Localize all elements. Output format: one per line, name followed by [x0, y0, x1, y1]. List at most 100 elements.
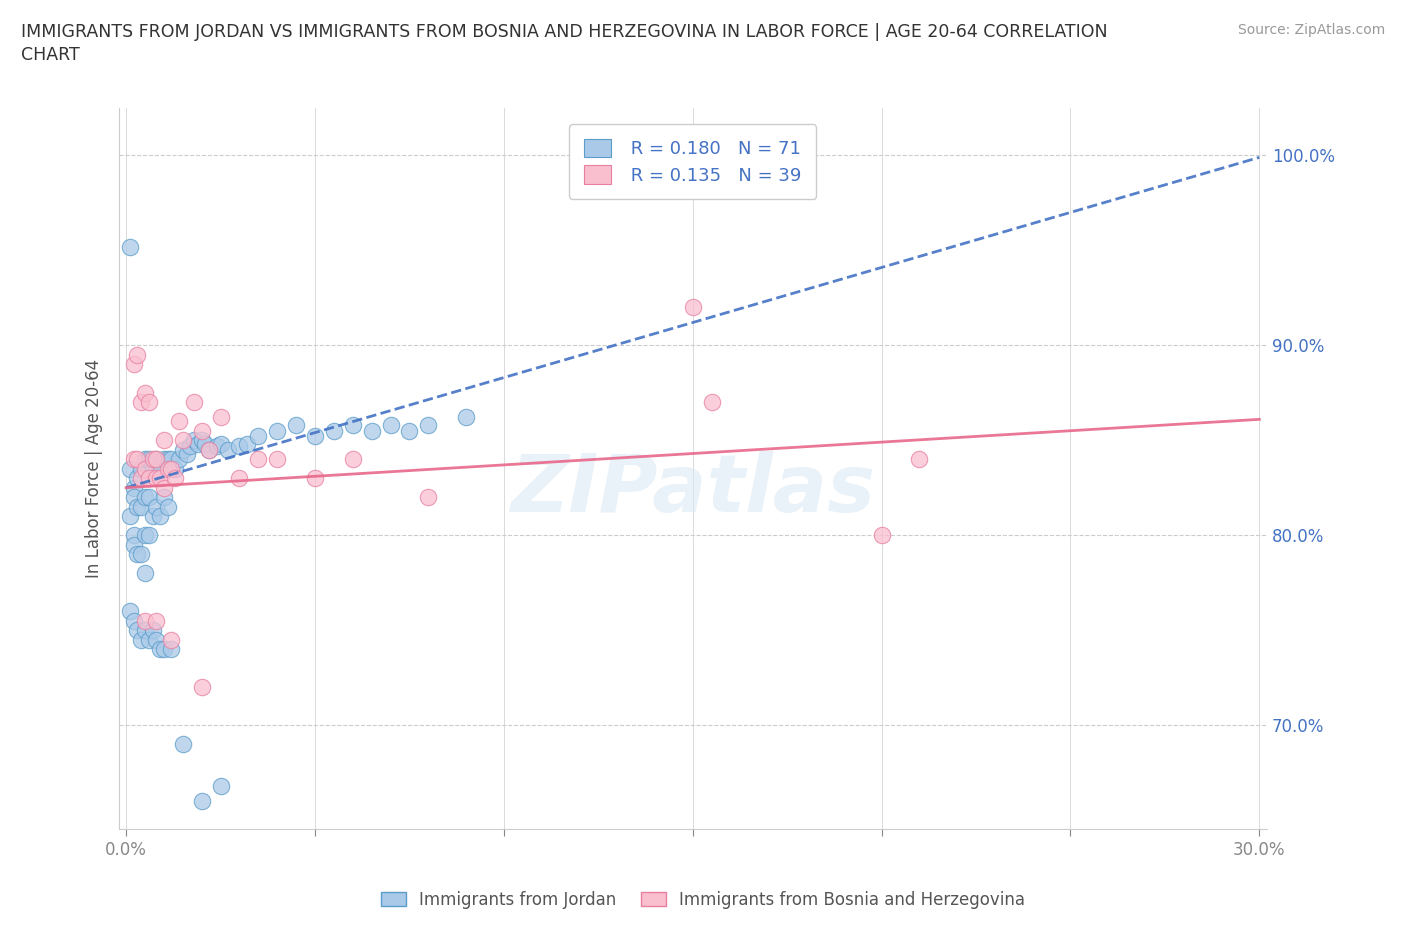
Point — [149, 461, 172, 476]
Point — [129, 471, 152, 485]
Point — [380, 418, 402, 432]
Point — [129, 632, 152, 647]
Point — [138, 452, 160, 467]
Point — [179, 438, 201, 453]
Point — [153, 490, 176, 505]
Point — [160, 452, 183, 467]
Point — [149, 471, 172, 485]
Point — [134, 527, 156, 542]
Point — [134, 622, 156, 637]
Point — [134, 613, 156, 628]
Point — [194, 436, 217, 451]
Point — [153, 452, 176, 467]
Point — [118, 604, 141, 618]
Point — [138, 395, 160, 410]
Point — [908, 452, 931, 467]
Point — [142, 461, 165, 476]
Point — [209, 410, 232, 425]
Point — [342, 418, 364, 432]
Point — [322, 423, 344, 438]
Point — [418, 490, 440, 505]
Point — [156, 452, 179, 467]
Point — [145, 613, 167, 628]
Point — [127, 347, 149, 362]
Point — [134, 490, 156, 505]
Point — [122, 490, 145, 505]
Text: ZIPatlas: ZIPatlas — [510, 451, 876, 529]
Point — [122, 613, 145, 628]
Point — [145, 452, 167, 467]
Point — [190, 793, 212, 808]
Point — [118, 509, 141, 524]
Point — [172, 737, 194, 751]
Legend:  R = 0.180   N = 71,  R = 0.135   N = 39: R = 0.180 N = 71, R = 0.135 N = 39 — [569, 125, 815, 199]
Point — [160, 632, 183, 647]
Point — [360, 423, 382, 438]
Point — [138, 632, 160, 647]
Point — [122, 527, 145, 542]
Point — [160, 642, 183, 657]
Point — [145, 471, 167, 485]
Point — [165, 461, 187, 476]
Point — [145, 499, 167, 514]
Point — [228, 471, 250, 485]
Point — [122, 452, 145, 467]
Point — [236, 436, 259, 451]
Point — [456, 410, 478, 425]
Point — [127, 622, 149, 637]
Point — [129, 547, 152, 562]
Point — [172, 432, 194, 447]
Point — [304, 471, 326, 485]
Point — [156, 461, 179, 476]
Point — [160, 461, 183, 476]
Point — [870, 527, 893, 542]
Point — [142, 622, 165, 637]
Point — [153, 432, 176, 447]
Point — [129, 461, 152, 476]
Point — [129, 395, 152, 410]
Point — [122, 538, 145, 552]
Point — [190, 432, 212, 447]
Point — [304, 429, 326, 444]
Point — [247, 452, 270, 467]
Point — [176, 446, 198, 461]
Point — [266, 423, 288, 438]
Point — [134, 385, 156, 400]
Point — [156, 499, 179, 514]
Point — [153, 480, 176, 495]
Point — [228, 438, 250, 453]
Legend: Immigrants from Jordan, Immigrants from Bosnia and Herzegovina: Immigrants from Jordan, Immigrants from … — [373, 883, 1033, 917]
Point — [149, 509, 172, 524]
Point — [187, 436, 209, 451]
Point — [682, 299, 704, 314]
Point — [165, 471, 187, 485]
Point — [167, 452, 190, 467]
Point — [127, 471, 149, 485]
Point — [145, 632, 167, 647]
Point — [247, 429, 270, 444]
Point — [134, 452, 156, 467]
Point — [129, 499, 152, 514]
Point — [118, 461, 141, 476]
Point — [183, 395, 205, 410]
Point — [118, 239, 141, 254]
Point — [127, 499, 149, 514]
Point — [122, 480, 145, 495]
Point — [198, 443, 221, 458]
Point — [342, 452, 364, 467]
Point — [205, 438, 228, 453]
Point — [209, 778, 232, 793]
Point — [190, 680, 212, 695]
Point — [398, 423, 420, 438]
Point — [122, 357, 145, 372]
Point — [142, 509, 165, 524]
Text: Source: ZipAtlas.com: Source: ZipAtlas.com — [1237, 23, 1385, 37]
Point — [127, 547, 149, 562]
Point — [183, 432, 205, 447]
Point — [138, 471, 160, 485]
Point — [138, 527, 160, 542]
Point — [134, 565, 156, 580]
Point — [142, 452, 165, 467]
Point — [700, 395, 723, 410]
Y-axis label: In Labor Force | Age 20-64: In Labor Force | Age 20-64 — [86, 359, 103, 578]
